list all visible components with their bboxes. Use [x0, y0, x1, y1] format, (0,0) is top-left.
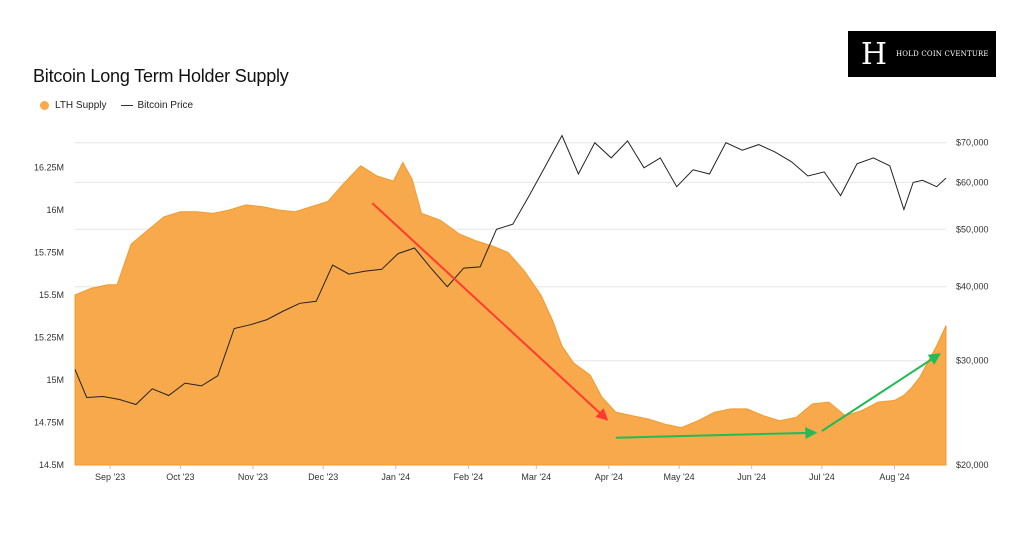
- y-left-tick-label: 15.5M: [39, 290, 64, 300]
- y-right-tick-label: $70,000: [956, 138, 989, 148]
- legend-lth-swatch: [40, 101, 49, 110]
- x-tick-label: Mar '24: [521, 472, 551, 482]
- legend: LTH Supply Bitcoin Price: [40, 100, 193, 111]
- x-tick-label: May '24: [663, 472, 694, 482]
- red-trend-arrow-0: [371, 202, 609, 421]
- logo-text: HOLD COIN CVENTURE: [896, 50, 989, 58]
- y-right-tick-label: $40,000: [956, 282, 989, 292]
- y-left-tick-label: 15.25M: [34, 333, 64, 343]
- y-right-tick-label: $50,000: [956, 224, 989, 234]
- y-left-tick-label: 14.75M: [34, 418, 64, 428]
- green-trend-arrow-2: [821, 353, 941, 432]
- x-tick-label: Apr '24: [595, 472, 623, 482]
- legend-lth-label[interactable]: LTH Supply: [55, 100, 107, 111]
- x-tick-label: Sep '23: [95, 472, 125, 482]
- logo-monogram-icon: H: [860, 36, 887, 72]
- x-tick-label: Jul '24: [809, 472, 835, 482]
- chart-title: Bitcoin Long Term Holder Supply: [33, 66, 289, 86]
- y-right-tick-label: $30,000: [956, 356, 989, 366]
- y-left-tick-label: 16M: [46, 205, 64, 215]
- y-left-tick-label: 14.5M: [39, 460, 64, 470]
- lth-supply-area: [74, 161, 947, 466]
- legend-price-swatch: [120, 105, 133, 106]
- y-left-tick-label: 15.75M: [34, 248, 64, 258]
- legend-price-label[interactable]: Bitcoin Price: [137, 100, 194, 111]
- bitcoin-price-line: [74, 134, 947, 406]
- y-left-tick-label: 15M: [46, 375, 64, 385]
- y-right-tick-label: $60,000: [956, 177, 989, 187]
- y-left-tick-label: 16.25M: [34, 163, 64, 173]
- x-tick-label: Aug '24: [879, 472, 909, 482]
- x-tick-label: Jun '24: [737, 472, 766, 482]
- y-right-tick-label: $20,000: [956, 460, 989, 470]
- x-tick-label: Feb '24: [453, 472, 483, 482]
- x-tick-label: Dec '23: [308, 472, 338, 482]
- x-tick-label: Oct '23: [166, 472, 194, 482]
- x-tick-label: Nov '23: [238, 472, 268, 482]
- green-trend-arrow-1: [615, 426, 818, 439]
- brand-logo: H HOLD COIN CVENTURE: [848, 31, 996, 77]
- x-tick-label: Jan '24: [381, 472, 410, 482]
